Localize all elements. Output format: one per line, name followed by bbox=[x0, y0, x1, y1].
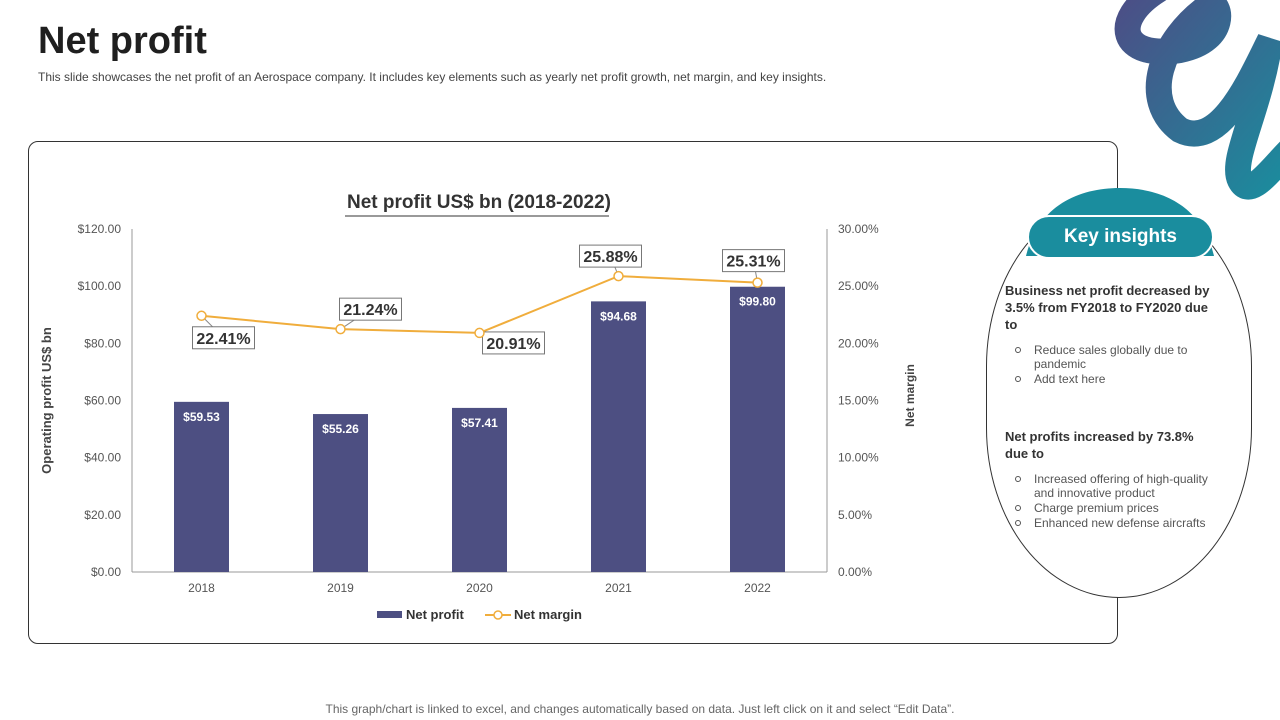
line-marker bbox=[335, 323, 346, 335]
y2-tick-label: 30.00% bbox=[838, 222, 879, 236]
y-tick-label: $60.00 bbox=[84, 394, 121, 408]
bar-data-label: $55.26 bbox=[322, 422, 359, 436]
y-tick-label: $40.00 bbox=[84, 451, 121, 465]
bar-net-profit bbox=[174, 401, 229, 572]
y2-tick-label: 0.00% bbox=[838, 565, 872, 579]
insights-title: Key insights bbox=[1064, 226, 1177, 247]
insight-list: Reduce sales globally due to pandemic Ad… bbox=[1005, 343, 1220, 386]
y2-tick-label: 25.00% bbox=[838, 279, 879, 293]
legend-label-net-margin: Net margin bbox=[514, 607, 582, 622]
y2-tick-label: 20.00% bbox=[838, 336, 879, 350]
line-marker bbox=[613, 270, 624, 282]
y-tick-label: $100.00 bbox=[78, 279, 122, 293]
bar-net-profit bbox=[452, 407, 507, 572]
y-tick-label: $120.00 bbox=[78, 222, 122, 236]
combo-chart: Net profit US$ bn (2018-2022) $0.00 $20.00… bbox=[39, 192, 917, 622]
chart-panel: Net profit US$ bn (2018-2022) $0.00 $20.00… bbox=[28, 141, 1118, 644]
insight-block-decrease: Business net profit decreased by 3.5% fr… bbox=[1005, 282, 1220, 387]
line-data-label-box bbox=[339, 297, 402, 321]
insight-item: Reduce sales globally due to pandemic bbox=[1013, 343, 1220, 371]
legend-marker-net-margin bbox=[493, 610, 503, 620]
line-marker bbox=[752, 277, 763, 288]
y2-tick-label: 10.00% bbox=[838, 451, 879, 465]
y-axis-title: Operating profit US$ bn bbox=[39, 327, 54, 474]
y-tick-label: $0.00 bbox=[91, 565, 121, 579]
y2-tick-label: 15.00% bbox=[838, 394, 879, 408]
insight-item: Charge premium prices bbox=[1013, 501, 1220, 515]
insight-item: Enhanced new defense aircrafts bbox=[1013, 516, 1220, 530]
line-data-label-box bbox=[579, 244, 642, 268]
bar-net-profit bbox=[313, 414, 368, 572]
line-data-label-box bbox=[482, 331, 545, 355]
line-data-label: 20.91% bbox=[486, 336, 540, 353]
bar-data-label: $99.80 bbox=[739, 295, 776, 309]
x-tick-label: 2022 bbox=[744, 581, 771, 595]
insight-item: Increased offering of high-quality and i… bbox=[1013, 472, 1220, 500]
insight-block-increase: Net profits increased by 73.8% due to In… bbox=[1005, 428, 1220, 531]
bar-net-profit bbox=[730, 286, 785, 572]
insights-panel bbox=[986, 196, 1252, 598]
line-marker bbox=[196, 310, 207, 322]
x-tick-label: 2021 bbox=[605, 581, 632, 595]
y-tick-label: $20.00 bbox=[84, 508, 121, 522]
y2-tick-label: 5.00% bbox=[838, 508, 872, 522]
line-data-label-box bbox=[722, 249, 785, 273]
insight-list: Increased offering of high-quality and i… bbox=[1005, 472, 1220, 530]
legend-label-net-profit: Net profit bbox=[406, 607, 464, 622]
x-tick-label: 2019 bbox=[327, 581, 354, 595]
legend-swatch-net-profit bbox=[377, 611, 402, 618]
insight-heading: Net profits increased by 73.8% due to bbox=[1005, 429, 1194, 461]
line-net-margin bbox=[201, 275, 758, 334]
bar-net-profit bbox=[591, 301, 646, 572]
page-subtitle: This slide showcases the net profit of a… bbox=[38, 70, 827, 84]
bar-data-label: $57.41 bbox=[461, 416, 498, 430]
line-marker bbox=[474, 327, 485, 339]
insight-heading: Business net profit decreased by 3.5% fr… bbox=[1005, 283, 1210, 332]
bar-data-label: $59.53 bbox=[183, 410, 220, 424]
footer-note: This graph/chart is linked to excel, and… bbox=[325, 702, 955, 716]
insights-header-badge bbox=[1026, 188, 1214, 259]
bar-data-label: $94.68 bbox=[600, 309, 637, 323]
y2-axis-title: Net margin bbox=[903, 364, 917, 427]
line-data-label-box bbox=[192, 326, 255, 350]
page-title: Net profit bbox=[38, 20, 207, 62]
x-tick-label: 2018 bbox=[188, 581, 215, 595]
line-data-label: 22.41% bbox=[196, 331, 250, 348]
decorative-squiggle bbox=[1114, 0, 1280, 200]
chart-title: Net profit US$ bn (2018-2022) bbox=[347, 192, 611, 213]
line-data-label: 21.24% bbox=[343, 302, 397, 319]
insight-item: Add text here bbox=[1013, 372, 1220, 386]
line-data-label: 25.31% bbox=[726, 254, 780, 271]
x-tick-label: 2020 bbox=[466, 581, 493, 595]
y-tick-label: $80.00 bbox=[84, 336, 121, 350]
line-data-label: 25.88% bbox=[583, 249, 637, 266]
